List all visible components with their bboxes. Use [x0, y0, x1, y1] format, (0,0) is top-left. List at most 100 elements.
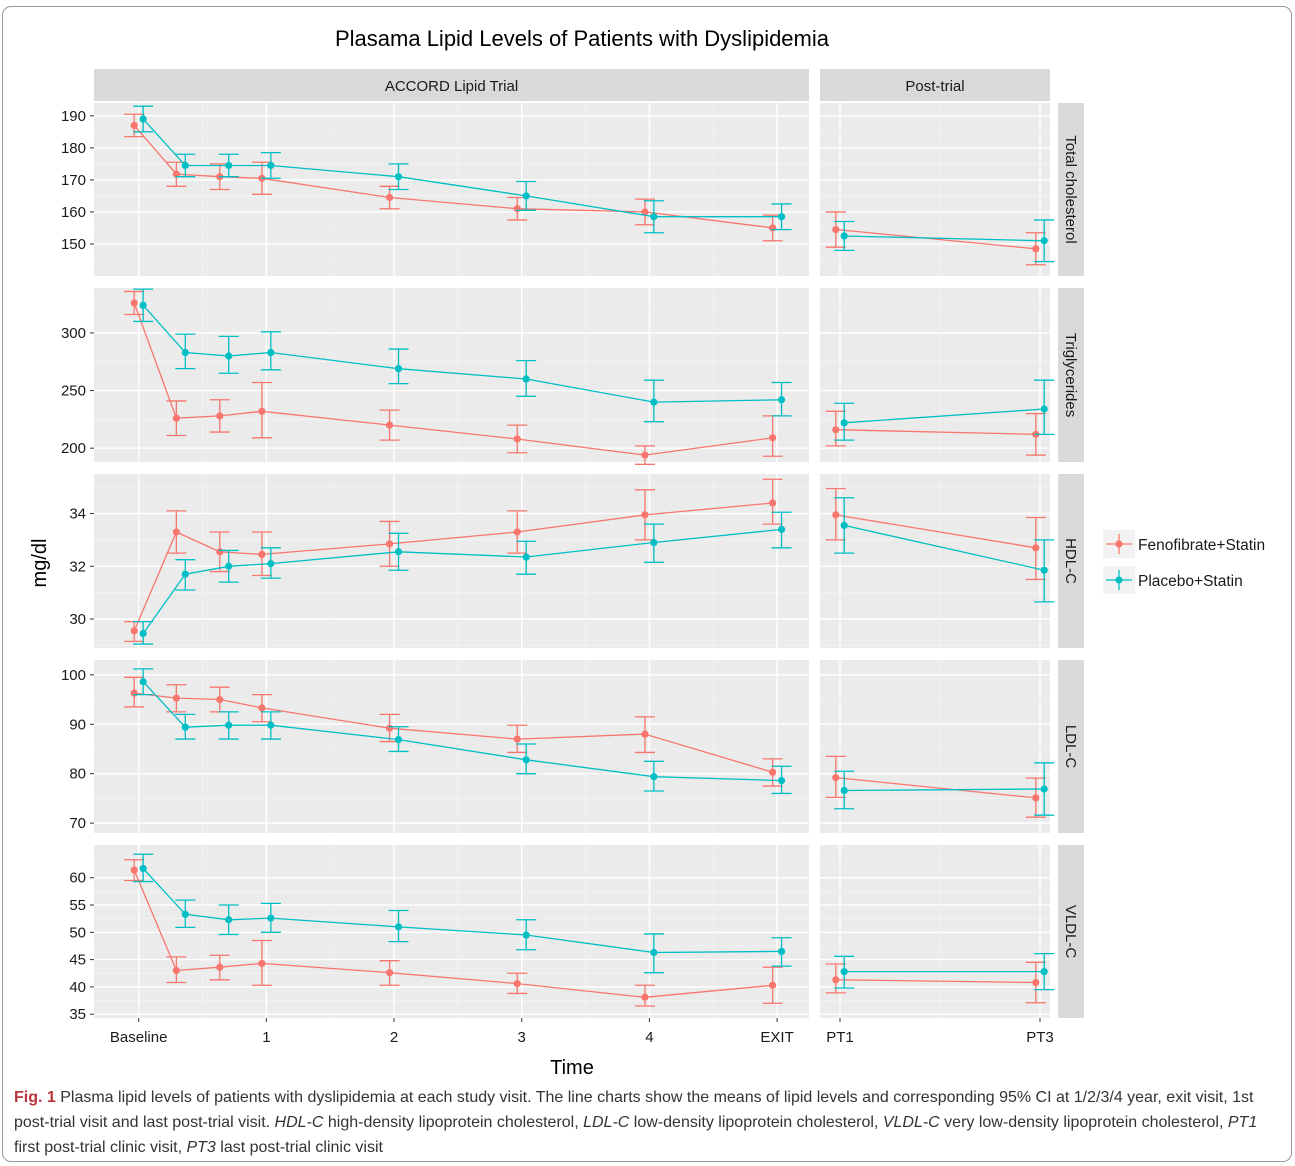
data-point: [139, 115, 147, 123]
data-point: [840, 521, 848, 530]
data-point: [225, 352, 233, 360]
facet-strip-trial-label: ACCORD Lipid Trial: [385, 78, 518, 95]
data-point: [769, 768, 777, 776]
y-tick-label: 35: [69, 1006, 86, 1023]
data-point: [258, 959, 266, 968]
data-point: [513, 205, 521, 213]
series-line: [835, 776, 1036, 799]
facet-strip-triglycerides: [1058, 288, 1084, 462]
data-point: [267, 161, 275, 170]
caption-abbreviation: LDL-C: [583, 1114, 630, 1131]
data-point: [832, 774, 840, 782]
data-point: [840, 232, 848, 240]
y-tick-label: 34: [69, 506, 86, 523]
series-line: [133, 502, 773, 632]
data-point: [1040, 968, 1048, 976]
data-point: [769, 434, 777, 442]
data-point: [777, 947, 786, 956]
x-tick-label: EXIT: [760, 1029, 793, 1046]
caption-abbreviation: VLDL-C: [882, 1114, 940, 1131]
data-point: [385, 969, 394, 977]
series-fenofibrate-statin: [124, 859, 1046, 1007]
series-line: [133, 302, 773, 456]
series-line: [835, 514, 1036, 549]
data-point: [130, 689, 138, 697]
data-point: [832, 426, 840, 434]
data-point: [394, 365, 403, 373]
facet-strip-trial: [94, 69, 809, 101]
data-point: [1040, 405, 1048, 413]
legend-key-point: [1115, 540, 1123, 548]
panel-background: [94, 845, 809, 1018]
data-point: [216, 963, 224, 971]
data-point: [777, 777, 786, 785]
caption-text: first post-trial clinic visit,: [14, 1139, 187, 1156]
data-point: [181, 570, 189, 578]
series-placebo-statin: [133, 853, 1055, 991]
panel-background: [94, 660, 809, 833]
data-point: [225, 562, 233, 570]
series-line: [142, 304, 782, 403]
y-tick-label: 180: [61, 140, 86, 157]
series-line: [835, 429, 1036, 435]
data-point: [172, 694, 180, 702]
y-tick-label: 70: [69, 815, 86, 832]
data-point: [1040, 237, 1048, 245]
data-point: [1040, 566, 1048, 574]
y-tick-label: 100: [61, 667, 86, 684]
series-fenofibrate-statin: [124, 676, 1046, 818]
panel-background: [820, 288, 1050, 462]
data-point: [267, 560, 275, 568]
data-point: [181, 910, 189, 918]
panel-background: [820, 845, 1050, 1018]
legend-entry-placebo-statin: Placebo+Statin: [1103, 566, 1243, 594]
data-point: [832, 511, 840, 519]
data-point: [181, 723, 189, 731]
legend-label: Fenofibrate+Statin: [1138, 537, 1265, 554]
y-axis-label: mg/dl: [29, 539, 51, 588]
data-point: [258, 407, 266, 415]
data-point: [522, 756, 530, 764]
y-tick-label: 32: [69, 558, 86, 575]
y-tick-label: 300: [61, 325, 86, 342]
series-line: [844, 788, 1045, 792]
caption-text: very low-density lipoprotein cholesterol…: [939, 1114, 1228, 1131]
facet-strip-post: [820, 69, 1050, 101]
data-point: [650, 398, 658, 406]
data-point: [267, 721, 275, 729]
data-point: [181, 161, 189, 170]
data-point: [777, 213, 786, 221]
data-point: [225, 916, 233, 924]
legend: Fenofibrate+Statin Placebo+Statin: [1103, 530, 1265, 594]
data-point: [172, 966, 180, 975]
series-fenofibrate-statin: [124, 290, 1046, 465]
series-fenofibrate-statin: [124, 113, 1046, 266]
data-point: [139, 629, 147, 638]
data-point: [181, 348, 189, 357]
facet-strip-ldl-c: [1058, 660, 1084, 833]
data-point: [394, 173, 403, 181]
data-point: [130, 299, 138, 307]
panel-background: [94, 288, 809, 462]
facet-strip-label: LDL-C: [1062, 725, 1079, 769]
legend-key-point: [1115, 576, 1123, 584]
data-point: [641, 451, 649, 459]
y-tick-label: 30: [69, 611, 86, 628]
data-point: [130, 866, 138, 874]
series-line: [844, 235, 1045, 242]
series-placebo-statin: [133, 497, 1055, 645]
data-point: [394, 548, 403, 556]
series-placebo-statin: [133, 668, 1055, 816]
data-point: [840, 786, 848, 795]
figure-caption: Fig. 1 Plasma lipid levels of patients w…: [14, 1085, 1276, 1160]
panel-triglycerides: 200 250 300 Triglycerides: [61, 288, 1084, 465]
y-tick-label: 90: [69, 716, 86, 733]
data-point: [172, 528, 180, 536]
facet-strip-label: Triglycerides: [1062, 333, 1079, 417]
series-line: [142, 681, 782, 782]
data-point: [769, 981, 777, 989]
data-point: [267, 348, 275, 357]
y-tick-label: 45: [69, 952, 86, 969]
series-line: [844, 524, 1045, 571]
caption-text: high-density lipoprotein cholesterol,: [323, 1114, 584, 1131]
